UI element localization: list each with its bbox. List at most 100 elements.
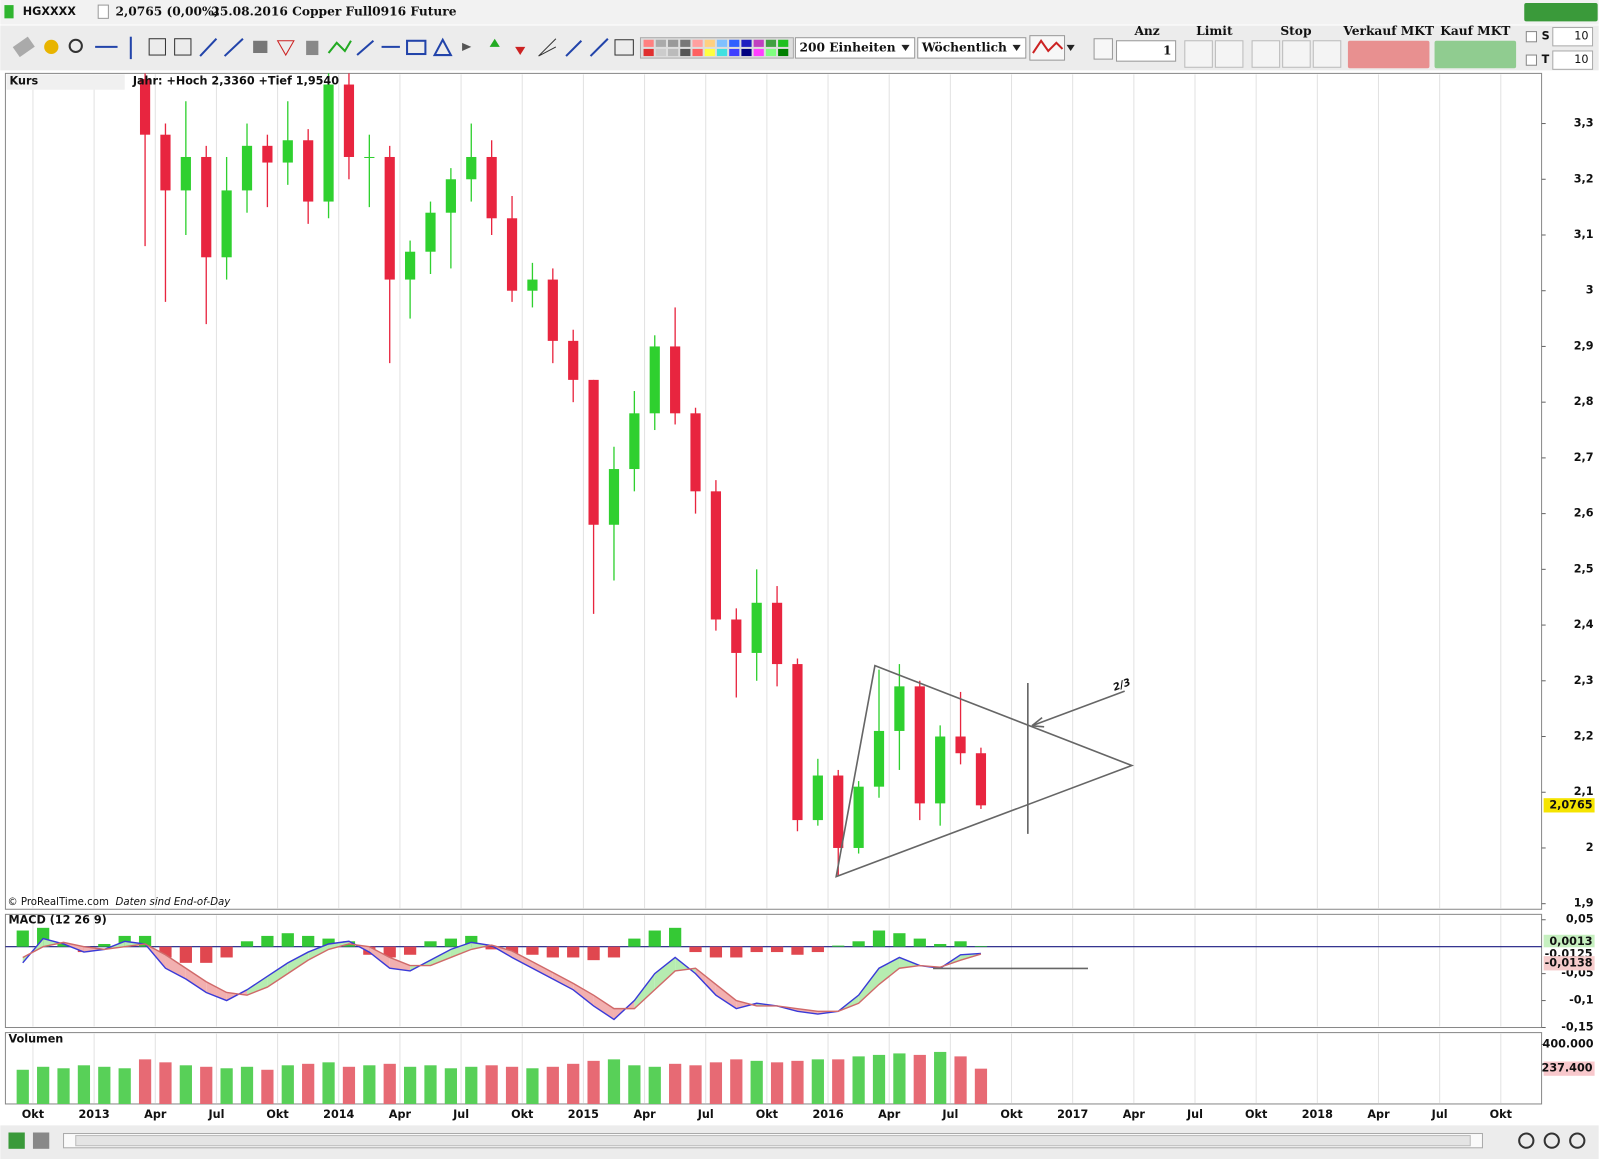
volume-bar	[424, 1065, 437, 1104]
limit-buy-button[interactable]	[1184, 40, 1213, 68]
volume-title: Volumen	[8, 1033, 63, 1046]
candle-body	[364, 156, 375, 158]
x-tick-label: Jul	[207, 1108, 224, 1121]
y-tick-label: -0,15	[1561, 1021, 1593, 1034]
histogram-bar	[934, 943, 947, 947]
buy-label: Kauf MKT	[1440, 24, 1510, 38]
x-tick-label: Apr	[633, 1108, 656, 1121]
y-tick-label: 2,3	[1574, 674, 1594, 687]
s-input[interactable]	[1552, 27, 1594, 47]
volume-bar	[648, 1066, 661, 1104]
volume-bar	[628, 1065, 641, 1104]
candle-body	[955, 736, 966, 754]
histogram-bar	[770, 946, 784, 953]
stop-button[interactable]	[1312, 40, 1342, 68]
t-checkbox[interactable]	[1525, 54, 1537, 66]
candle-body	[608, 469, 620, 525]
stop-button[interactable]	[1251, 40, 1281, 68]
histogram-bar	[546, 946, 559, 958]
histogram-bar	[465, 935, 478, 947]
candle-body	[241, 145, 253, 191]
scroll-thumb[interactable]	[75, 1135, 1471, 1147]
macd-fill	[634, 973, 655, 1009]
window-buttons[interactable]	[1524, 3, 1598, 22]
histogram-bar	[526, 946, 539, 955]
units-dropdown[interactable]	[794, 37, 916, 59]
histogram-bar	[893, 933, 906, 947]
anz-input[interactable]	[1116, 40, 1177, 62]
volume-bar	[750, 1060, 763, 1104]
macd-line	[22, 937, 981, 1021]
limit-sell-button[interactable]	[1214, 40, 1244, 68]
volume-bar	[302, 1063, 315, 1104]
indicator-icon	[1032, 38, 1064, 54]
histogram-bar	[138, 935, 152, 947]
macd-fill	[858, 968, 880, 1004]
tool-icons[interactable]	[12, 36, 634, 60]
candle-body	[812, 775, 823, 821]
zoom-out[interactable]	[1543, 1132, 1560, 1149]
x-tick-label: Okt	[756, 1108, 779, 1121]
price-title: Kurs	[10, 75, 39, 88]
y-tick-label: 2,7	[1574, 451, 1594, 464]
candle-body	[751, 602, 762, 653]
histogram-bar	[913, 938, 926, 947]
s-checkbox[interactable]	[1525, 31, 1537, 43]
volume-bar	[383, 1063, 396, 1104]
info-button[interactable]	[97, 4, 109, 19]
period-dropdown[interactable]	[917, 37, 1027, 59]
sell-button[interactable]	[1347, 40, 1430, 69]
volume-bar	[546, 1066, 559, 1104]
macd-fill	[573, 983, 594, 1006]
color-palette[interactable]	[639, 37, 794, 59]
candle-body	[547, 279, 558, 341]
candle-body	[894, 686, 905, 731]
buy-button[interactable]	[1434, 40, 1517, 69]
macd-fill	[532, 961, 553, 980]
candle-body	[282, 140, 293, 163]
price-pane	[4, 72, 1543, 910]
y-tick-label: 2,8	[1574, 395, 1594, 408]
settings-button[interactable]	[1093, 38, 1113, 60]
histogram-bar	[648, 930, 661, 947]
zoom-in[interactable]	[1518, 1132, 1535, 1149]
value-tag	[1543, 1061, 1595, 1076]
histogram-bar	[709, 946, 723, 958]
value-tag-label: -0,0138	[1545, 956, 1593, 969]
dropdown-arrow	[901, 44, 910, 51]
macd-fill	[369, 946, 390, 969]
histogram-bar	[689, 946, 702, 953]
candle-body	[853, 786, 864, 848]
histogram-bar	[954, 941, 967, 947]
x-tick-label: Apr	[1123, 1108, 1146, 1121]
app-icon	[4, 5, 14, 19]
macd-line	[22, 941, 982, 1013]
stop-label: Stop	[1280, 24, 1312, 38]
data-note: Daten sind End-of-Day	[116, 897, 232, 908]
symbol[interactable]: HGXXXX	[23, 5, 76, 18]
x-tick-label: 2018	[1302, 1108, 1333, 1121]
triangle-drawing[interactable]	[835, 664, 1135, 970]
candle-body	[914, 686, 925, 804]
volume-bar	[261, 1069, 274, 1104]
y-tick-label: 400.000	[1543, 1037, 1594, 1050]
nav-icon[interactable]	[8, 1132, 25, 1149]
volume-bar	[403, 1066, 417, 1104]
volume-bar	[200, 1066, 213, 1104]
nav-icon[interactable]	[32, 1132, 50, 1149]
volume-bar	[342, 1066, 356, 1104]
candle-body	[139, 78, 151, 135]
volume-bar	[281, 1065, 294, 1104]
zoom-reset[interactable]	[1569, 1132, 1586, 1149]
volume-bar	[16, 1069, 29, 1104]
histogram-bar	[159, 946, 172, 958]
stop-button[interactable]	[1282, 40, 1311, 68]
macd-title: MACD (12 26 9)	[8, 913, 106, 926]
volume-bar	[872, 1054, 886, 1104]
y-tick-label: 0,05	[1566, 913, 1594, 926]
volume-bar	[934, 1051, 947, 1104]
macd-pane	[4, 913, 1543, 1029]
t-input[interactable]	[1552, 50, 1594, 70]
